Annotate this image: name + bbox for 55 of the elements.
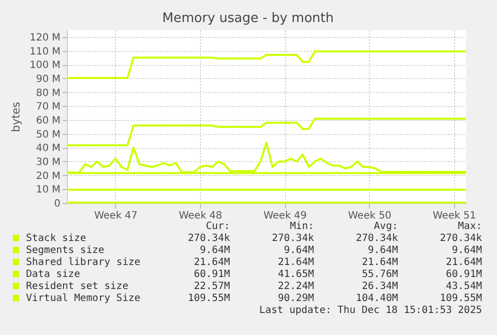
y-tick-label: 80 M (36, 88, 60, 99)
text: Max: (458, 221, 482, 232)
text: 109.55M (188, 293, 230, 304)
text: 270.34k (440, 233, 482, 244)
text: 21.64M (362, 257, 398, 268)
text: 109.55M (440, 293, 482, 304)
x-tick-label: Week 47 (94, 210, 138, 222)
y-tick-label: 40 M (36, 143, 60, 154)
text: 270.34k (356, 233, 398, 244)
y-axis-title: bytes (10, 102, 23, 132)
text: Cur: (206, 221, 230, 232)
x-tick-label: Week 48 (178, 210, 222, 222)
text: 9.64M (368, 245, 398, 256)
text: 104.40M (356, 293, 398, 304)
legend-label: Stack size (26, 233, 86, 244)
y-tick-label: 30 M (36, 156, 60, 168)
text: 21.64M (278, 257, 314, 268)
y-tick-label: 60 M (36, 115, 60, 126)
text: 22.57M (194, 281, 230, 292)
text: 26.34M (362, 281, 398, 292)
text: 9.64M (452, 245, 482, 256)
text: 9.64M (200, 245, 230, 256)
text: 270.34k (188, 233, 230, 244)
text: Avg: (374, 221, 398, 232)
legend-label: Data size (26, 269, 80, 280)
text: 270.34k (272, 233, 314, 244)
legend-label: Shared library size (26, 257, 140, 268)
x-tick-label: Week 50 (348, 210, 392, 222)
text: 55.76M (362, 269, 398, 280)
legend-label: Resident set size (26, 281, 128, 292)
text: 21.64M (194, 257, 230, 268)
text: 21.64M (446, 257, 482, 268)
x-tick-label: Week 51 (432, 210, 476, 222)
text: Min: (290, 221, 314, 232)
y-tick-label: 20 M (36, 170, 60, 182)
x-tick-label: Week 49 (263, 210, 307, 222)
y-tick-label: 110 M (30, 46, 60, 58)
text: 60.91M (446, 269, 482, 280)
y-tick-label: 10 M (36, 184, 60, 196)
legend-label: Virtual Memory Size (26, 293, 140, 304)
text: 60.91M (194, 269, 230, 280)
y-tick-label: 0 (54, 198, 60, 210)
text: 22.24M (278, 281, 314, 292)
y-tick-label: 50 M (36, 129, 60, 140)
text: 43.54M (446, 281, 482, 292)
y-tick-label: 70 M (36, 102, 60, 113)
chart-title: Memory usage - by month (162, 11, 334, 26)
text: 9.64M (284, 245, 314, 256)
text: Last update: Thu Dec 18 15:01:53 2025 (259, 305, 482, 316)
text: 41.65M (278, 269, 314, 280)
y-tick-label: 120 M (30, 32, 60, 44)
y-tick-label: 100 M (30, 60, 60, 72)
text: 90.29M (278, 293, 314, 304)
legend-label: Segments size (26, 245, 104, 256)
y-tick-label: 90 M (36, 74, 60, 85)
